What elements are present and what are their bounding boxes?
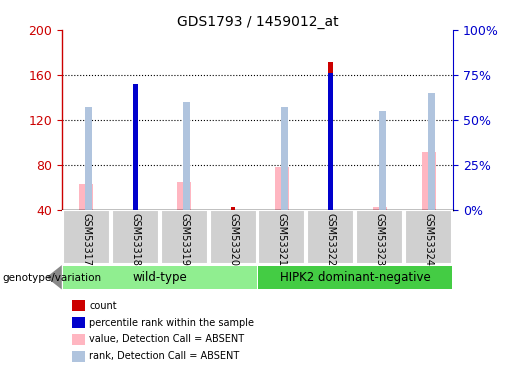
FancyBboxPatch shape: [161, 210, 208, 264]
FancyBboxPatch shape: [356, 210, 403, 264]
Bar: [183, 102, 190, 210]
Bar: [79, 184, 93, 210]
Bar: [428, 93, 435, 210]
Text: HIPK2 dominant-negative: HIPK2 dominant-negative: [280, 271, 431, 284]
Bar: [133, 117, 138, 210]
Bar: [422, 152, 436, 210]
Text: GSM53319: GSM53319: [179, 213, 189, 266]
FancyBboxPatch shape: [259, 266, 452, 290]
Text: GSM53323: GSM53323: [375, 213, 385, 266]
Text: value, Detection Call = ABSENT: value, Detection Call = ABSENT: [89, 334, 244, 344]
FancyBboxPatch shape: [259, 210, 305, 264]
Text: GSM53322: GSM53322: [326, 213, 336, 266]
Bar: [373, 207, 387, 210]
Text: GSM53317: GSM53317: [81, 213, 91, 266]
Text: percentile rank within the sample: percentile rank within the sample: [89, 318, 254, 327]
Text: GSM53321: GSM53321: [277, 213, 287, 266]
Bar: [379, 111, 386, 210]
Bar: [329, 62, 333, 210]
Text: GSM53320: GSM53320: [228, 213, 238, 266]
Bar: [281, 107, 288, 210]
FancyBboxPatch shape: [210, 210, 256, 264]
FancyBboxPatch shape: [405, 210, 452, 264]
FancyBboxPatch shape: [63, 210, 110, 264]
Text: rank, Detection Call = ABSENT: rank, Detection Call = ABSENT: [89, 351, 239, 361]
Bar: [275, 167, 289, 210]
Text: GSM53318: GSM53318: [130, 213, 140, 266]
Polygon shape: [46, 265, 62, 290]
Text: wild-type: wild-type: [132, 271, 187, 284]
FancyBboxPatch shape: [307, 210, 354, 264]
Bar: [231, 207, 235, 210]
Text: genotype/variation: genotype/variation: [3, 273, 101, 283]
Bar: [133, 84, 138, 210]
Text: count: count: [89, 301, 117, 310]
FancyBboxPatch shape: [63, 266, 256, 290]
Bar: [329, 73, 333, 210]
Title: GDS1793 / 1459012_at: GDS1793 / 1459012_at: [177, 15, 338, 29]
FancyBboxPatch shape: [112, 210, 159, 264]
Text: GSM53324: GSM53324: [424, 213, 434, 266]
Bar: [85, 107, 92, 210]
Bar: [177, 182, 191, 210]
